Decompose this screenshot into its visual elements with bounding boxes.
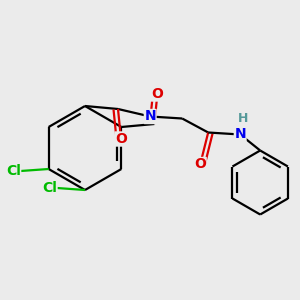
Text: H: H: [238, 112, 248, 125]
Text: Cl: Cl: [42, 181, 57, 195]
Text: N: N: [234, 128, 246, 142]
Text: N: N: [144, 110, 156, 124]
Text: O: O: [152, 87, 163, 101]
Text: O: O: [115, 132, 127, 146]
Text: Cl: Cl: [6, 164, 21, 178]
Text: O: O: [194, 158, 206, 172]
